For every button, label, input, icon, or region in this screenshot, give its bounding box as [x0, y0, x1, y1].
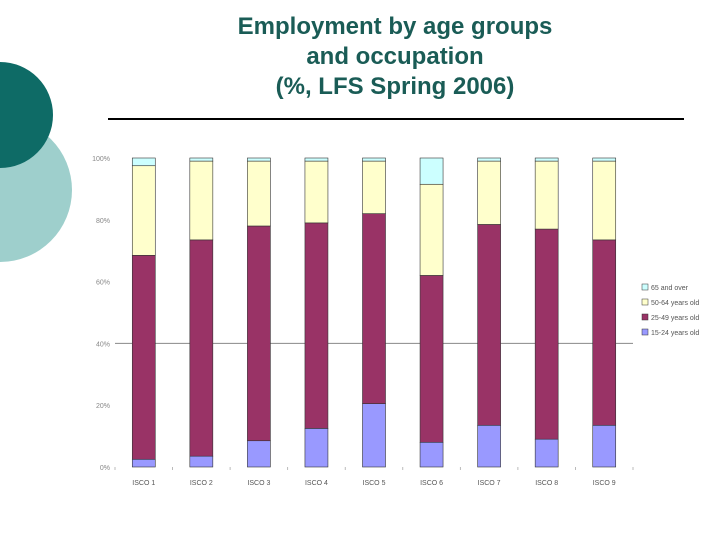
bar-segment	[131, 157, 156, 167]
legend-swatch	[641, 298, 649, 306]
x-category-label: ISCO 4	[305, 480, 328, 487]
decorative-circles	[0, 62, 72, 262]
bar-segment	[362, 160, 386, 214]
bar-segment	[477, 157, 501, 162]
bar-segment	[534, 438, 559, 468]
x-category-label: ISCO 8	[535, 480, 558, 487]
y-tick-label: 40%	[96, 341, 110, 348]
y-tick-label: 20%	[96, 403, 110, 410]
chart-title-line-1: Employment by age groups	[237, 13, 553, 40]
bar-segment	[592, 160, 617, 241]
x-category-label: ISCO 1	[132, 480, 155, 487]
bar-segment	[304, 428, 329, 468]
legend-label: 15-24 years old	[651, 330, 699, 337]
x-category-label: ISCO 3	[247, 480, 270, 487]
x-category-label: ISCO 9	[593, 480, 616, 487]
bar-segment	[534, 157, 559, 162]
bar-segment	[362, 213, 386, 404]
y-tick-label: 60%	[96, 280, 110, 287]
legend-swatch	[641, 328, 649, 336]
bar-segment	[189, 157, 214, 162]
legend-swatch	[641, 313, 649, 321]
x-category-label: ISCO 5	[363, 480, 386, 487]
title-divider	[108, 118, 684, 120]
x-category-label: ISCO 7	[478, 480, 501, 487]
bar-segment	[362, 403, 386, 468]
bar-segment	[419, 157, 444, 185]
bar-segment	[189, 455, 214, 468]
bar-segment	[419, 275, 444, 443]
bar-segment	[477, 160, 501, 225]
bar-segment	[304, 222, 329, 429]
bar-segment	[477, 424, 501, 468]
chart-title: Employment by age groups and occupation …	[170, 12, 620, 102]
bar-segment	[534, 160, 559, 230]
bar-segment	[304, 157, 329, 162]
bar-segment	[189, 160, 214, 241]
bar-segment	[534, 228, 559, 440]
bar-segment	[477, 224, 501, 426]
y-tick-label: 0%	[100, 465, 110, 472]
bar-segment	[131, 458, 156, 468]
bar-segment	[592, 157, 617, 162]
x-category-label: ISCO 2	[190, 480, 213, 487]
y-tick-label: 80%	[96, 218, 110, 225]
bar-segment	[247, 225, 271, 442]
bar-segment	[419, 441, 444, 468]
y-tick-label: 100%	[92, 156, 110, 163]
legend-swatch	[641, 283, 649, 291]
decorative-circle-dark	[0, 62, 53, 168]
legend-label: 50-64 years old	[651, 300, 699, 307]
bar-segment	[131, 255, 156, 460]
chart-title-line-2: and occupation	[306, 43, 484, 70]
bar-segment	[189, 239, 214, 457]
bar-segment	[592, 239, 617, 426]
legend-label: 65 and over	[651, 285, 689, 292]
bar-segment	[362, 157, 386, 162]
bar-segment	[247, 160, 271, 227]
x-category-label: ISCO 6	[420, 480, 443, 487]
legend-label: 25-49 years old	[651, 315, 699, 322]
bar-segment	[419, 183, 444, 276]
chart-title-line-3: (%, LFS Spring 2006)	[275, 73, 515, 100]
bar-segment	[247, 440, 271, 468]
bar-segment	[131, 165, 156, 256]
bar-segment	[247, 157, 271, 162]
bar-segment	[592, 424, 617, 468]
bar-segment	[304, 160, 329, 224]
